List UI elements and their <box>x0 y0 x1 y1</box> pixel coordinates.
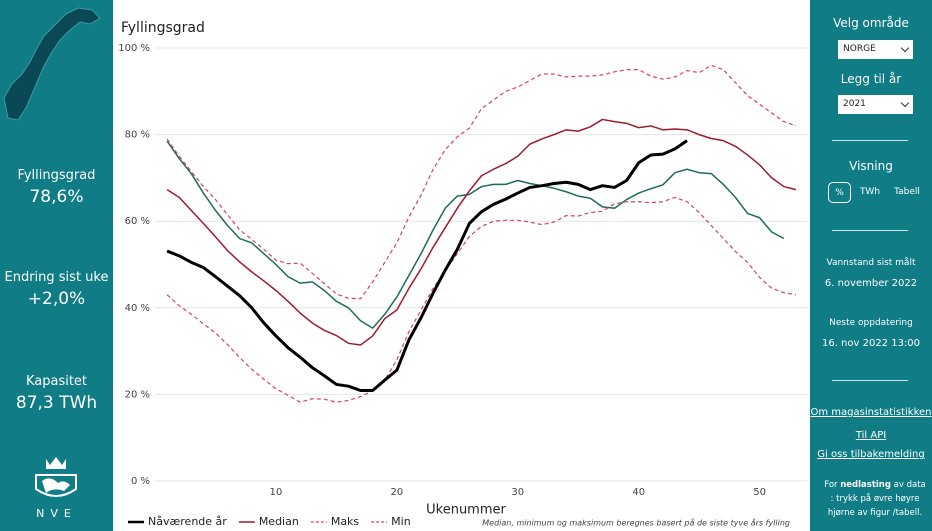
link[interactable]: Gi oss tilbakemelding <box>817 449 925 460</box>
y-tick-label: 80 % <box>125 130 150 141</box>
stat: Endring sist uke +2,0% <box>0 270 113 309</box>
view-button[interactable]: TWh <box>859 187 881 197</box>
note-text: For <box>824 480 838 490</box>
stat-label: Fyllingsgrad <box>17 168 96 183</box>
view-button[interactable]: % <box>828 182 851 203</box>
view-label: Visning <box>849 159 893 173</box>
stat-value: 87,3 TWh <box>15 393 98 413</box>
separator <box>832 380 908 381</box>
chart: Fyllingsgrad Ukenummer Median, minimum o… <box>118 20 808 528</box>
area-label: Velg område <box>833 16 909 30</box>
x-tick-label: 20 <box>390 487 403 498</box>
stat-value: 78,6% <box>29 187 84 207</box>
legend-label: Median <box>259 515 299 528</box>
separator <box>832 140 908 141</box>
series-line <box>166 196 797 403</box>
y-tick-label: 20 % <box>125 389 150 400</box>
stat: Kapasitet 87,3 TWh <box>0 374 113 413</box>
series-line <box>166 64 797 300</box>
separator <box>832 230 908 231</box>
area-dropdown[interactable]: NORGE <box>838 40 913 59</box>
y-tick-label: 100 % <box>118 43 150 54</box>
logo-text: NVE <box>36 507 77 520</box>
measured-value: 6. november 2022 <box>824 278 918 289</box>
measured-label: Vannstand sist målt <box>826 258 916 268</box>
legend-label: Min <box>391 515 411 528</box>
chart-note: Median, minimum og maksimum beregnes bas… <box>482 518 790 528</box>
x-tick-label: 30 <box>511 487 524 498</box>
stat-label: Endring sist uke <box>4 270 109 285</box>
update-value: 16. nov 2022 13:00 <box>821 338 921 349</box>
update-label: Neste oppdatering <box>829 318 913 328</box>
stat-value: +2,0% <box>27 289 86 309</box>
x-tick-label: 10 <box>270 487 283 498</box>
y-tick-label: 0 % <box>131 476 150 487</box>
map-icon <box>3 7 101 121</box>
download-note: For nedlasting av data : trykk på øvre h… <box>822 478 928 520</box>
year-label: Legg til år <box>840 72 902 86</box>
link[interactable]: Om magasinstatistikken <box>810 407 932 418</box>
year-dropdown[interactable]: 2021 <box>838 95 913 114</box>
y-tick-label: 60 % <box>125 216 150 227</box>
series-line <box>166 118 797 346</box>
logo-emblem <box>35 457 77 497</box>
left-panel: Fyllingsgrad 78,6% Endring sist uke +2,0… <box>0 0 113 531</box>
right-panel: Velg område NORGE Legg til år 2021 Visni… <box>810 0 932 531</box>
x-axis-label: Ukenummer <box>426 503 506 518</box>
x-tick-label: 40 <box>632 487 645 498</box>
note-text: av data : trykk på øvre høyre hjørne av … <box>827 480 926 518</box>
chart-title: Fyllingsgrad <box>121 20 205 36</box>
stat-label: Kapasitet <box>25 374 88 389</box>
note-bold: nedlasting <box>840 480 891 490</box>
stat: Fyllingsgrad 78,6% <box>0 168 113 207</box>
series-line <box>166 140 785 329</box>
y-tick-label: 40 % <box>125 303 150 314</box>
x-tick-label: 50 <box>753 487 766 498</box>
series-line <box>166 139 688 393</box>
legend-label: Nåværende år <box>148 515 227 528</box>
link[interactable]: Til API <box>855 430 887 441</box>
view-button[interactable]: Tabell <box>894 187 920 197</box>
legend-label: Maks <box>331 515 360 528</box>
